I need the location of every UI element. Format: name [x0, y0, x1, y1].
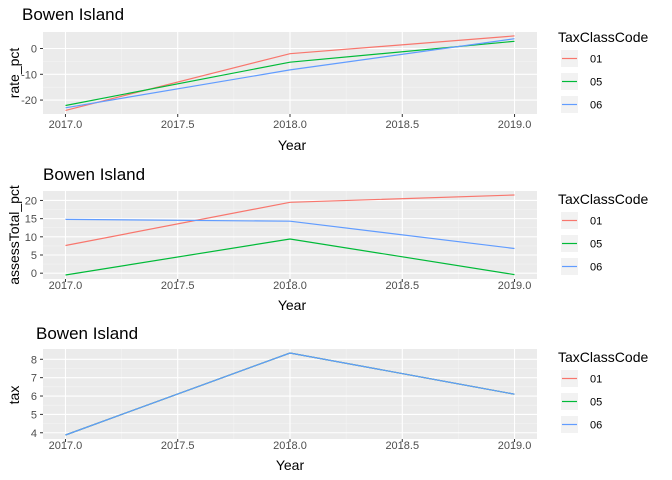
y-tick-label: 0 — [31, 44, 37, 56]
y-tick-label: 10 — [25, 232, 37, 244]
y-tick-label: 5 — [31, 409, 37, 421]
legend-label-05: 05 — [590, 397, 602, 409]
chart-panel-tax: Bowen Island 2017.0 2017.5 2018.0 2018.5 201… — [6, 324, 648, 473]
chart-panel-assesstotal-pct: Bowen Island 2017.0 2017.5 2018.0 2018.5 201… — [6, 165, 648, 313]
x-tick-label: 2019.0 — [498, 440, 532, 452]
x-tick-label: 2017.5 — [161, 280, 195, 292]
y-tick-label: 8 — [31, 354, 37, 366]
x-tick-label: 2017.5 — [161, 440, 195, 452]
legend-label-01: 01 — [590, 54, 602, 66]
series-line-05 — [65, 40, 515, 107]
legend-label-06: 06 — [590, 420, 602, 432]
legend-title: TaxClassCode — [558, 349, 648, 365]
grid — [43, 32, 537, 114]
legend: TaxClassCode 01 05 06 — [558, 29, 648, 113]
y-tick-label: 20 — [25, 195, 37, 207]
legend-label-06: 06 — [590, 262, 602, 274]
grid — [43, 349, 537, 439]
legend-label-05: 05 — [590, 239, 602, 251]
y-tick-label: 15 — [25, 214, 37, 226]
legend-label-05: 05 — [590, 77, 602, 89]
x-tick-label: 2017.0 — [49, 440, 83, 452]
legend-label-01: 01 — [590, 374, 602, 386]
x-axis-title: Year — [278, 297, 307, 313]
series-line-06 — [65, 38, 515, 109]
grid — [43, 191, 537, 279]
x-tick-label: 2018.5 — [385, 280, 419, 292]
x-tick-label: 2017.0 — [49, 280, 83, 292]
x-axis-title: Year — [278, 137, 307, 153]
legend: TaxClassCode 01 05 06 — [558, 349, 648, 433]
legend-label-01: 01 — [590, 216, 602, 228]
y-axis-title: tax — [6, 386, 22, 405]
legend-label-06: 06 — [590, 100, 602, 112]
series-line-01 — [65, 194, 515, 247]
y-tick-label: 5 — [31, 250, 37, 262]
series-lines — [65, 194, 515, 276]
x-tick-label: 2018.5 — [385, 440, 419, 452]
x-tick-label: 2018.0 — [273, 440, 307, 452]
x-tick-label: 2019.0 — [498, 280, 532, 292]
legend-title: TaxClassCode — [558, 191, 648, 207]
y-tick-label: 4 — [31, 428, 37, 440]
axis-ticks: 2017.0 2017.5 2018.0 2018.5 2019.0 0 5 10 15 20 — [25, 195, 532, 292]
y-tick-label: -20 — [21, 95, 37, 107]
legend-keys: 01 05 06 — [561, 50, 602, 113]
y-tick-label: 7 — [31, 373, 37, 385]
chart-panel-rate-pct: Bowen Island 2017.0 2017.5 2018.0 2018.5 201… — [6, 5, 648, 153]
series-lines — [65, 352, 515, 436]
axis-ticks: 2017.0 2017.5 2018.0 2018.5 2019.0 4 5 6 7 8 — [31, 354, 531, 452]
y-tick-label: 0 — [31, 268, 37, 280]
series-line-05 — [65, 238, 515, 276]
legend-keys: 01 05 06 — [561, 212, 602, 275]
axis-ticks: 2017.0 2017.5 2018.0 2018.5 2019.0 -20 -10 0 — [21, 44, 531, 131]
x-axis-title: Year — [276, 457, 305, 473]
x-tick-label: 2018.0 — [273, 119, 307, 131]
x-tick-label: 2018.5 — [385, 119, 419, 131]
x-tick-label: 2018.0 — [273, 280, 307, 292]
series-lines — [65, 35, 515, 111]
y-axis-title: rate_pct — [6, 48, 22, 99]
legend: TaxClassCode 01 05 06 — [558, 191, 648, 275]
legend-keys: 01 05 06 — [561, 370, 602, 433]
chart-title: Bowen Island — [36, 324, 138, 343]
x-tick-label: 2017.0 — [49, 119, 83, 131]
legend-title: TaxClassCode — [558, 29, 648, 45]
chart-title: Bowen Island — [43, 165, 145, 184]
y-tick-label: -10 — [21, 69, 37, 81]
x-tick-label: 2019.0 — [498, 119, 532, 131]
series-line-06 — [65, 352, 515, 436]
chart-title: Bowen Island — [22, 5, 124, 24]
y-axis-title: assessTotal_pct — [6, 185, 22, 285]
series-line-06 — [65, 218, 515, 250]
x-tick-label: 2017.5 — [161, 119, 195, 131]
y-tick-label: 6 — [31, 391, 37, 403]
